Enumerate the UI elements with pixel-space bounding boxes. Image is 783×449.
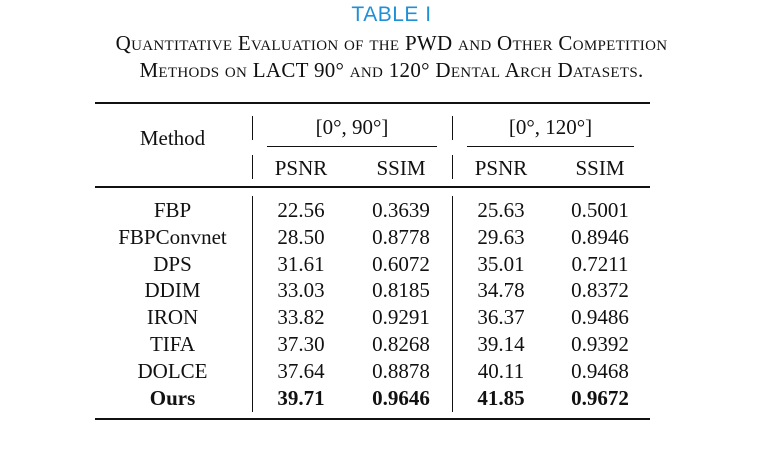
body-separator-2: [452, 196, 454, 412]
cell-ssim-120: 0.9392: [571, 332, 629, 356]
cell-psnr-120: 25.63: [477, 198, 525, 222]
body-separator-1: [252, 196, 254, 412]
table-header-rule: [95, 186, 650, 188]
cell-psnr-90: 33.82: [277, 305, 325, 330]
header-group-120: [0°, 120°]: [508, 115, 593, 139]
header-ssim-120: SSIM: [575, 156, 625, 180]
cell-ssim-90: 0.9291: [372, 305, 430, 330]
cell-ssim-90: 0.8778: [372, 224, 430, 249]
cell-ssim-120: 0.9468: [571, 358, 629, 383]
cell-ssim-90: 0.8185: [372, 278, 430, 303]
header-separator-1b: [252, 155, 254, 179]
cell-ssim-90: 0.8268: [372, 332, 430, 356]
header-ssim-90: SSIM: [376, 156, 426, 180]
header-separator-2b: [452, 155, 454, 179]
header-psnr-120: PSNR: [474, 156, 528, 180]
cell-ssim-90: 0.8878: [372, 358, 430, 383]
cell-psnr-90: 37.30: [277, 332, 325, 356]
header-separator-1a: [252, 116, 254, 140]
cell-psnr-90: 33.03: [277, 278, 325, 303]
cell-psnr-120: 35.01: [477, 251, 525, 276]
group-90-underline: [267, 146, 437, 148]
group-120-underline: [467, 146, 634, 148]
header-psnr-90: PSNR: [274, 156, 328, 180]
cell-ssim-120: 0.8372: [571, 278, 629, 303]
cell-psnr-120: 29.63: [477, 224, 525, 249]
cell-psnr-90: 28.50: [277, 224, 325, 249]
table-bottom-rule: [95, 418, 650, 420]
cell-psnr-120: 40.11: [477, 358, 525, 383]
cell-psnr-120: 36.37: [477, 305, 525, 330]
cell-ssim-120: 0.7211: [571, 251, 629, 276]
cell-method: IRON: [146, 305, 199, 330]
cell-ssim-90: 0.3639: [372, 198, 430, 222]
cell-psnr-120: 34.78: [477, 278, 525, 303]
cell-ssim-90: 0.9646: [372, 385, 430, 410]
table-top-rule: [95, 102, 650, 104]
cell-ssim-120: 0.8946: [571, 224, 629, 249]
table-caption-line-2: Methods on LACT 90° and 120° Dental Arch…: [139, 58, 644, 82]
cell-method: Ours: [149, 385, 196, 410]
cell-psnr-90: 31.61: [277, 251, 325, 276]
cell-psnr-90: 37.64: [277, 358, 325, 383]
cell-method: FBPConvnet: [118, 224, 227, 249]
table-caption-line-1: Quantitative Evaluation of the PWD and O…: [115, 31, 668, 55]
cell-psnr-120: 39.14: [477, 332, 525, 356]
cell-psnr-90: 22.56: [277, 198, 325, 222]
cell-psnr-90: 39.71: [277, 385, 325, 410]
header-group-90: [0°, 90°]: [315, 115, 389, 139]
cell-ssim-120: 0.9672: [571, 385, 629, 410]
cell-method: DDIM: [144, 278, 201, 303]
cell-method: DPS: [153, 251, 192, 276]
cell-ssim-120: 0.9486: [571, 305, 629, 330]
header-separator-2a: [452, 116, 454, 140]
cell-method: TIFA: [149, 332, 196, 356]
cell-ssim-120: 0.5001: [571, 198, 629, 222]
table-label: TABLE I: [351, 3, 432, 26]
cell-psnr-120: 41.85: [477, 385, 525, 410]
cell-method: FBP: [153, 198, 192, 222]
cell-ssim-90: 0.6072: [372, 251, 430, 276]
header-method: Method: [139, 126, 206, 150]
cell-method: DOLCE: [137, 358, 208, 383]
